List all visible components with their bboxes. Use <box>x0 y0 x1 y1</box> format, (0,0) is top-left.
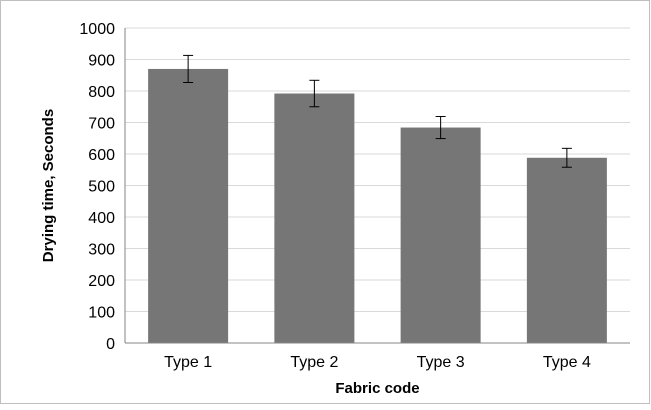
y-tick-label: 100 <box>88 305 115 322</box>
bar <box>526 157 607 343</box>
y-tick-label: 600 <box>88 147 115 164</box>
x-tick-label: Type 1 <box>164 354 212 371</box>
y-tick-labels: 0 100 200 300 400 500 600 700 800 900 1000 <box>79 21 115 353</box>
x-tick-label: Type 2 <box>290 354 338 371</box>
y-tick-label: 300 <box>88 242 115 259</box>
bar <box>400 127 481 343</box>
x-tick-labels: Type 1 Type 2 Type 3 Type 4 <box>164 354 591 371</box>
y-tick-label: 800 <box>88 84 115 101</box>
y-axis-title: Drying time, Seconds <box>40 109 57 262</box>
error-bars <box>183 54 572 168</box>
bar <box>274 93 355 344</box>
y-tick-label: 900 <box>88 53 115 70</box>
y-tick-label: 200 <box>88 273 115 290</box>
x-tick-label: Type 3 <box>417 354 465 371</box>
x-tick-label: Type 4 <box>543 354 591 371</box>
bars <box>148 68 607 344</box>
x-axis-title: Fabric code <box>335 380 419 397</box>
y-tick-label: 0 <box>106 336 115 353</box>
y-tick-label: 700 <box>88 116 115 133</box>
bar <box>148 68 229 343</box>
y-tick-label: 400 <box>88 210 115 227</box>
y-tick-label: 500 <box>88 179 115 196</box>
y-tick-label: 1000 <box>79 21 115 38</box>
